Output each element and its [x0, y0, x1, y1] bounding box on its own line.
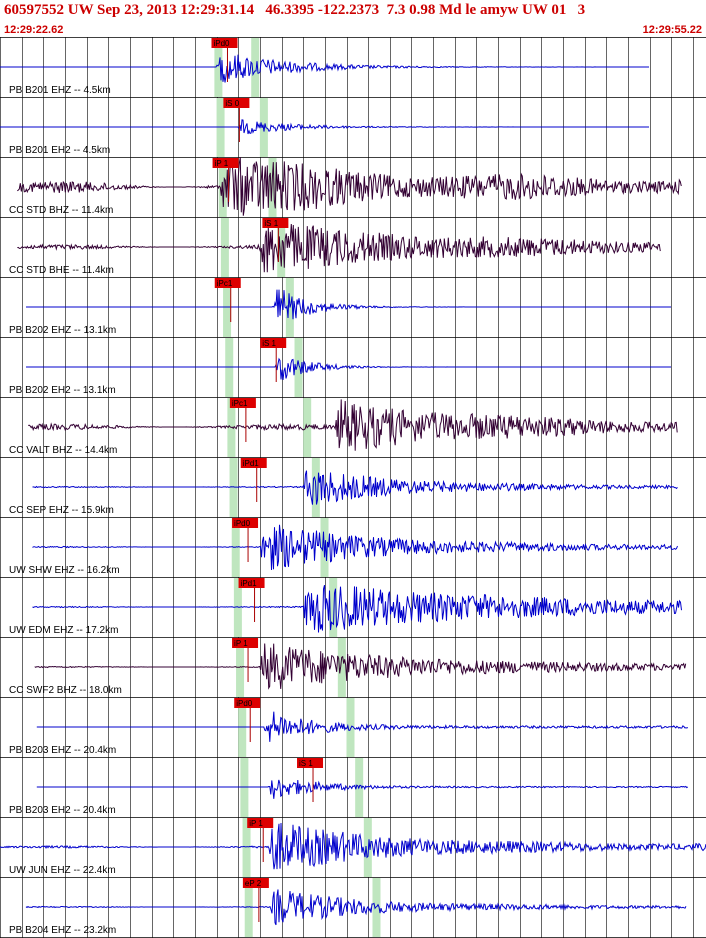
channel-labels: PB B201 EHZ -- 4.5km PB B201 EH2 -- 4.5km…: [9, 85, 122, 936]
predicted-s-band: [268, 158, 277, 217]
pick-label: iPd1: [243, 459, 260, 468]
pick-marker[interactable]: [214, 278, 241, 288]
waveform-trace: [26, 289, 671, 320]
waveform-trace: [17, 223, 661, 273]
waveform-trace: [0, 119, 649, 135]
pick-marker[interactable]: [262, 218, 289, 228]
channel-label: UW EDM EHZ -- 17.2km: [9, 625, 118, 636]
pick-marker[interactable]: [240, 458, 267, 468]
waveform-trace: [36, 779, 689, 799]
channel-label: PB B201 EHZ -- 4.5km: [9, 85, 111, 96]
window-end-time: 12:29:55.22: [642, 24, 702, 36]
channel-label: PB B202 EHZ -- 13.1km: [9, 325, 116, 336]
pick-label: iPd0: [236, 699, 253, 708]
channel-label: UW SHW EHZ -- 16.2km: [9, 565, 120, 576]
channel-label: PB B204 EHZ -- 23.2km: [9, 925, 116, 936]
pick-label: iPd0: [213, 39, 230, 48]
waveform-trace: [17, 157, 682, 216]
predicted-s-band: [277, 218, 286, 277]
channel-label: CC SEP EHZ -- 15.9km: [9, 505, 114, 516]
predicted-s-band: [329, 578, 338, 637]
predicted-p-band: [214, 38, 223, 97]
waveform-trace: [0, 822, 706, 870]
channel-label: CC VALT BHZ -- 14.4km: [9, 445, 117, 456]
predicted-p-band: [233, 578, 242, 637]
waveform-trace: [36, 711, 689, 742]
channel-label: PB B201 EH2 -- 4.5km: [9, 145, 110, 156]
event-title: 60597552 UW Sep 23, 2013 12:29:31.14 46.…: [4, 2, 586, 18]
pick-label: eP 2: [245, 879, 262, 888]
predicted-p-band: [242, 818, 251, 877]
predicted-s-band: [372, 878, 381, 937]
channel-label: PB B202 EH2 -- 13.1km: [9, 385, 116, 396]
channel-label: PB B203 EH2 -- 20.4km: [9, 805, 116, 816]
channel-label: PB B203 EHZ -- 20.4km: [9, 745, 116, 756]
waveform-trace: [32, 584, 682, 633]
predicted-s-band: [337, 638, 346, 697]
channel-label: CC STD BHZ -- 11.4km: [9, 205, 113, 216]
pick-label: iPd0: [234, 519, 251, 528]
pick-marker[interactable]: [242, 878, 269, 888]
pick-marker[interactable]: [211, 38, 238, 48]
pick-marker[interactable]: [232, 518, 259, 528]
pick-label: iP 1: [234, 639, 248, 648]
predicted-s-band: [294, 338, 303, 397]
seismogram-plot: iPd0 iS 0 iP 1 iS 1 iPc1 iS 1 iPc1 iPd1 iPd0 iPd1…: [0, 37, 706, 938]
predicted-s-band: [346, 698, 355, 757]
event-header: 60597552 UW Sep 23, 2013 12:29:31.14 46.…: [0, 0, 706, 37]
pick-label: iS 0: [225, 99, 239, 108]
phase-picks: iPd0 iS 0 iP 1 iS 1 iPc1 iS 1 iPc1 iPd1 iPd0 iPd1…: [211, 38, 324, 922]
pick-marker[interactable]: [212, 158, 239, 168]
pick-label: iS 1: [299, 759, 313, 768]
pick-marker[interactable]: [234, 698, 261, 708]
waveform-trace: [25, 889, 687, 926]
window-start-time: 12:29:22.62: [4, 24, 64, 36]
channel-label: CC STD BHE -- 11.4km: [9, 265, 114, 276]
pick-label: iP 1: [249, 819, 263, 828]
pick-marker[interactable]: [229, 398, 256, 408]
pick-label: iPd1: [241, 579, 258, 588]
pick-label: iPc1: [217, 279, 233, 288]
waveform-trace: [28, 399, 678, 451]
pick-marker[interactable]: [238, 578, 265, 588]
pick-marker[interactable]: [260, 338, 287, 348]
traces: [0, 54, 706, 926]
pick-marker[interactable]: [232, 638, 259, 648]
time-grid: [0, 37, 706, 938]
predicted-s-band: [251, 38, 260, 97]
predicted-s-band: [363, 818, 372, 877]
pick-marker[interactable]: [223, 98, 250, 108]
waveform-trace: [26, 357, 671, 381]
waveform-trace: [0, 54, 649, 83]
waveform-trace: [32, 524, 678, 571]
predicted-p-band: [244, 878, 253, 937]
pick-label: iS 1: [264, 219, 278, 228]
channel-label: CC SWF2 BHZ -- 18.0km: [9, 685, 122, 696]
pick-marker[interactable]: [247, 818, 274, 828]
pick-label: iS 1: [262, 339, 276, 348]
pick-label: iP 1: [215, 159, 229, 168]
pick-marker[interactable]: [297, 758, 324, 768]
predicted-p-band: [229, 458, 238, 517]
waveform-trace: [34, 643, 687, 690]
waveform-trace: [32, 470, 678, 505]
pick-label: iPc1: [232, 399, 248, 408]
channel-label: UW JUN EHZ -- 22.4km: [9, 865, 116, 876]
